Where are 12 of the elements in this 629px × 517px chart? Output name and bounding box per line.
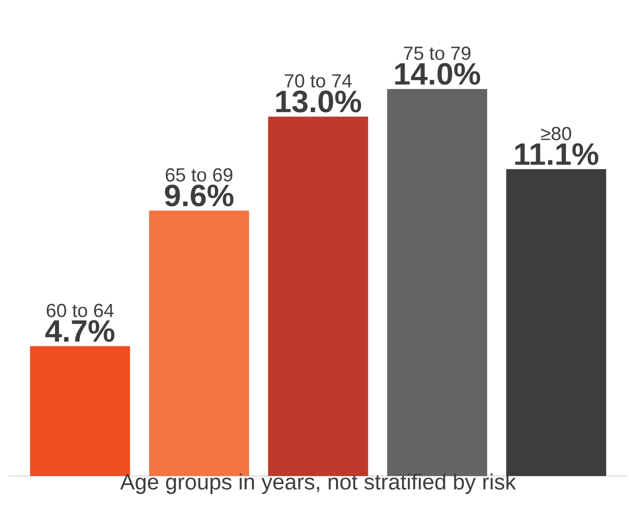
x-tick-label: ≥80 <box>541 126 572 140</box>
x-axis-title: Age groups in years, not stratified by risk <box>120 474 516 494</box>
bar <box>30 346 130 476</box>
data-label: 11.1% <box>515 143 598 165</box>
x-tick-label: 70 to 74 <box>284 74 352 88</box>
x-tick-label: 65 to 69 <box>166 168 232 182</box>
x-tick-label: 60 to 64 <box>46 304 114 318</box>
data-label: 14.0% <box>395 62 480 85</box>
data-label: 4.7% <box>45 320 114 342</box>
x-tick-label: 75 to 79 <box>404 46 470 60</box>
data-label: 13.0% <box>276 90 362 112</box>
data-label: 9.6% <box>164 184 234 206</box>
